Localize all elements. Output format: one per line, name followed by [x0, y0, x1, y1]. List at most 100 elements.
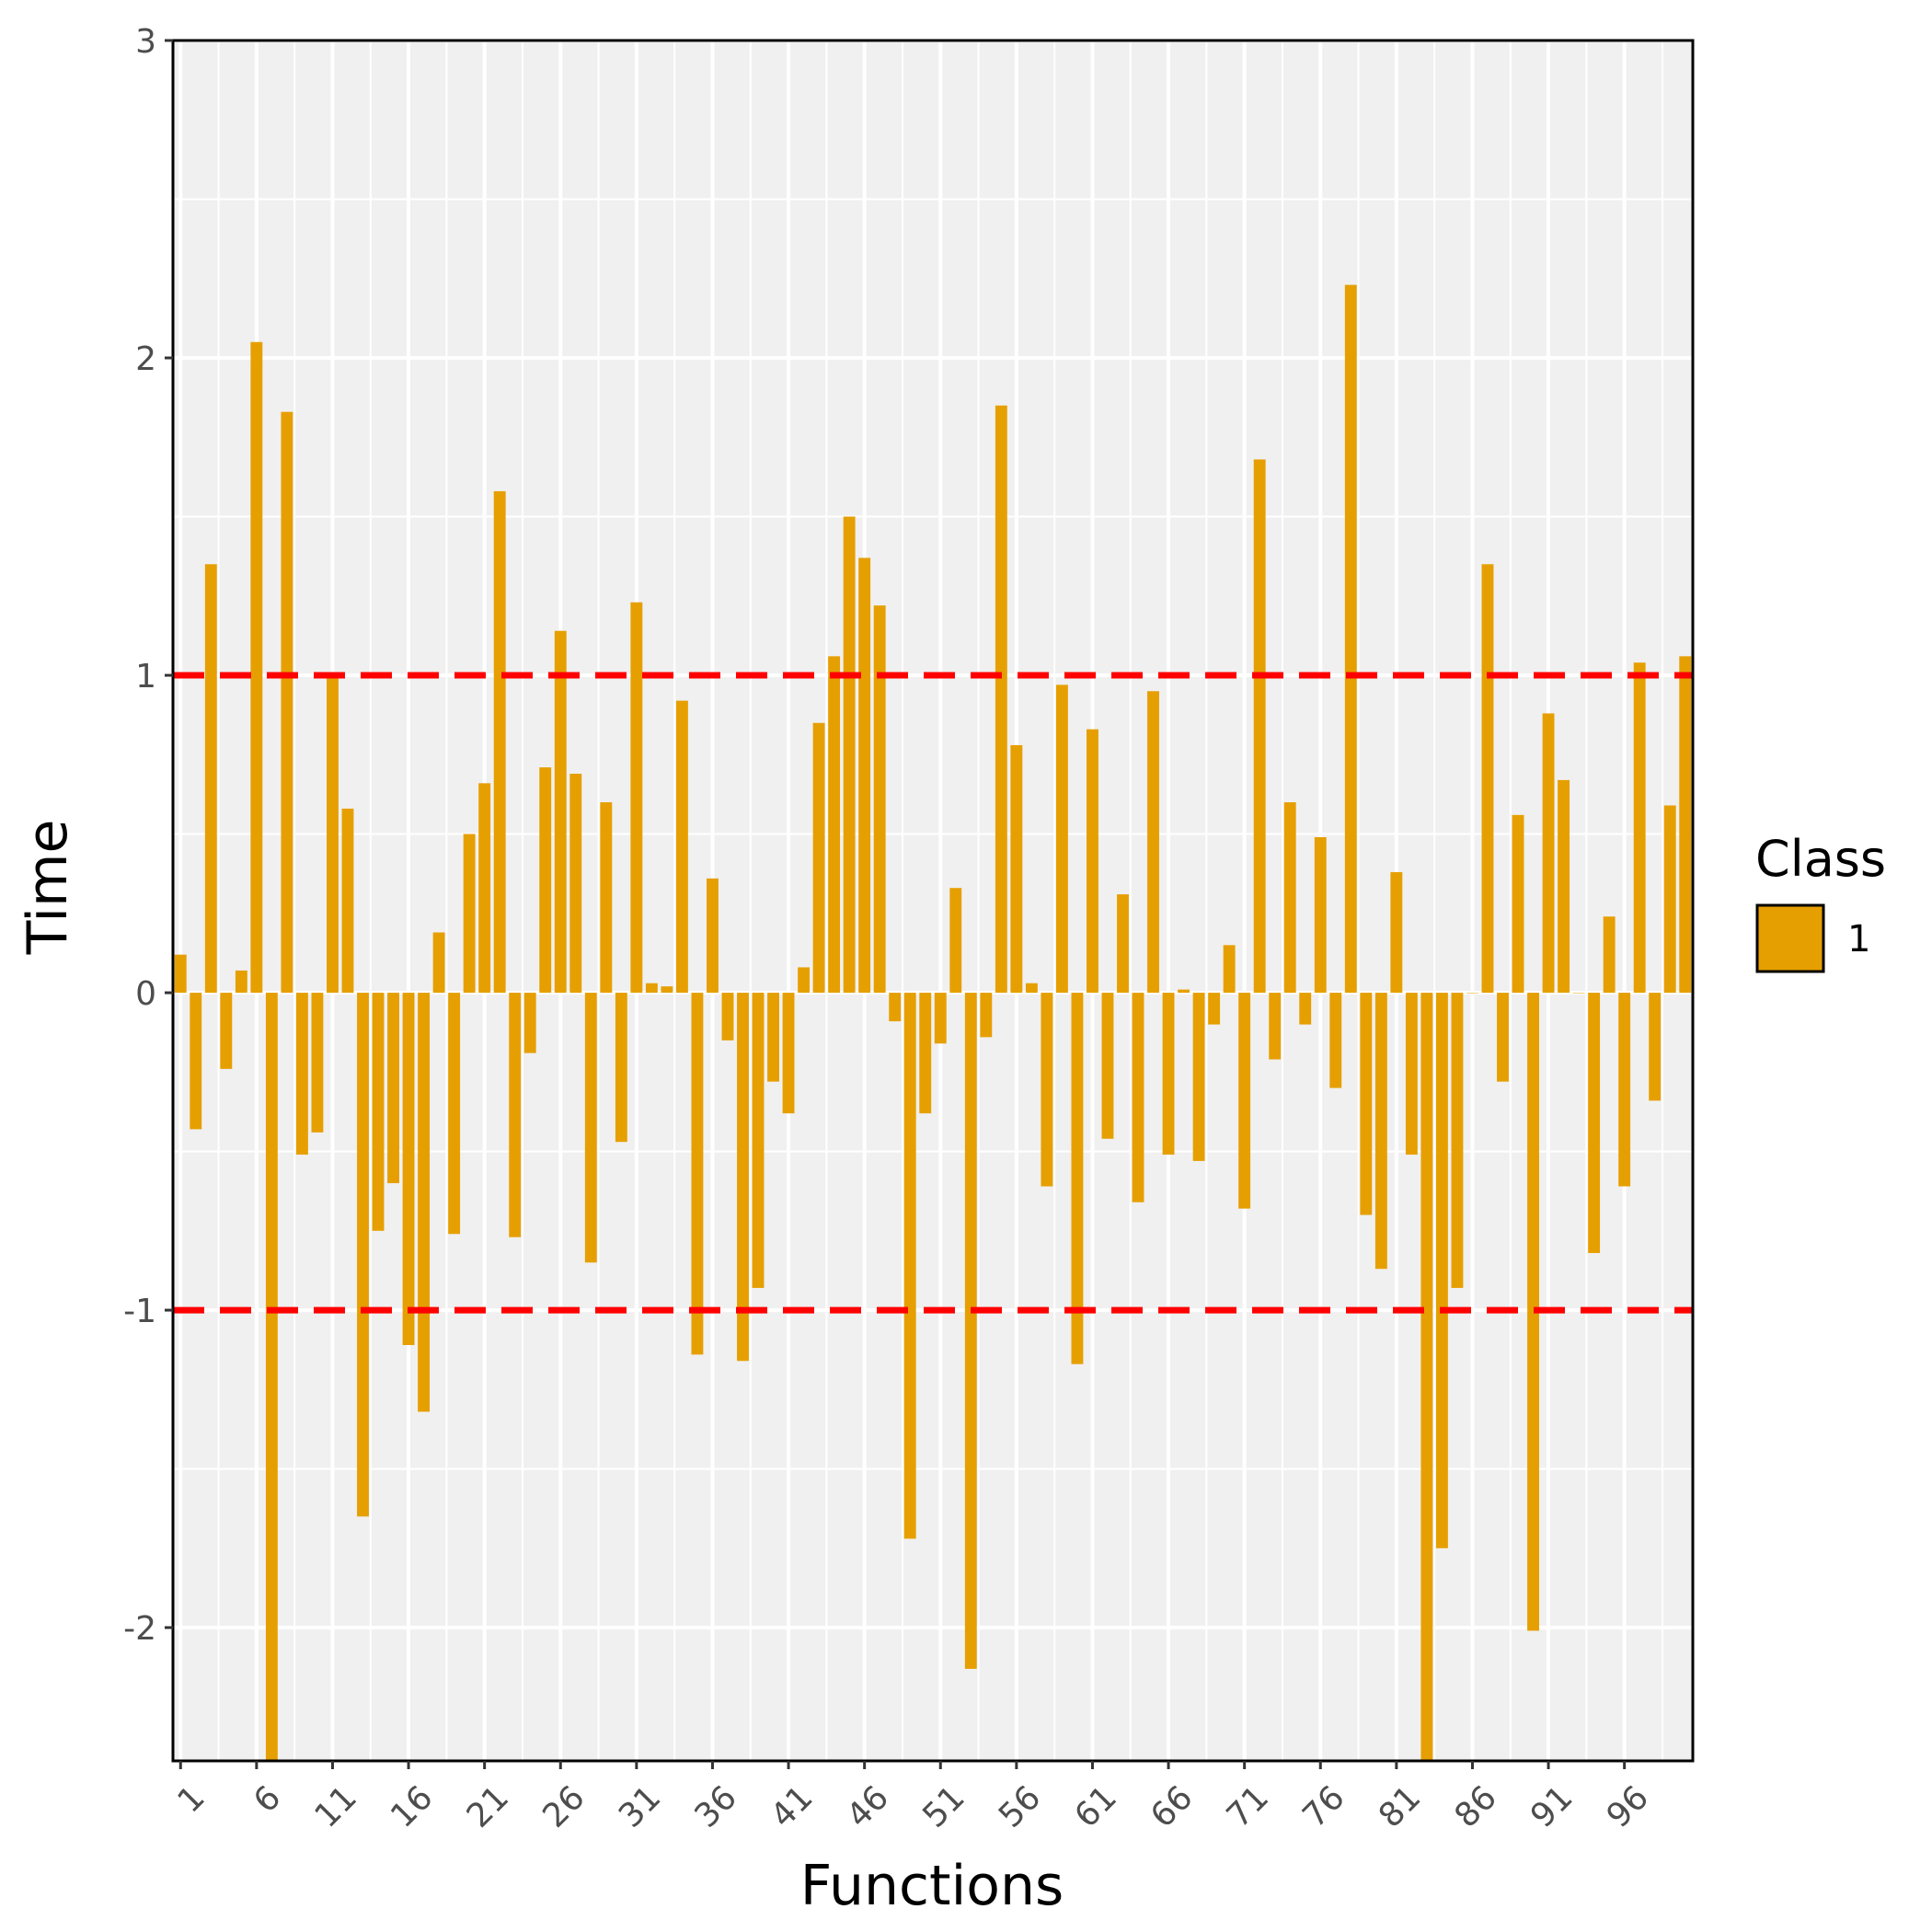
bar — [1497, 993, 1509, 1082]
x-tick-label: 16 — [384, 1778, 440, 1834]
bar — [980, 993, 993, 1038]
legend: Class 1 — [1755, 830, 1886, 973]
y-tick-label: 3 — [135, 23, 156, 61]
bar — [311, 993, 324, 1133]
bar — [432, 932, 445, 994]
bar — [1603, 916, 1616, 994]
bar — [1542, 713, 1555, 994]
bar — [1147, 691, 1159, 994]
bar — [828, 656, 841, 994]
bar — [463, 834, 476, 994]
x-tick-label: 51 — [915, 1778, 972, 1834]
bar — [630, 602, 643, 994]
y-tick-label: 0 — [135, 975, 156, 1013]
bar — [1101, 993, 1114, 1139]
bar — [1329, 993, 1342, 1088]
bar — [1238, 993, 1251, 1209]
bar — [174, 954, 187, 994]
x-axis: 1 6 11 16 21 26 31 36 41 46 51 56 61 66 71 76 81 86 91 96 — [171, 1761, 1656, 1835]
bar — [1269, 993, 1282, 1060]
bars — [174, 284, 1692, 1761]
bar — [1025, 983, 1038, 994]
bar — [478, 783, 491, 994]
x-tick-label: 31 — [612, 1778, 668, 1834]
bar — [493, 490, 506, 994]
bar — [341, 808, 354, 994]
legend-label: 1 — [1847, 918, 1870, 960]
x-tick-label: 56 — [992, 1778, 1048, 1834]
bar — [858, 558, 871, 994]
bar — [1572, 993, 1585, 994]
reference-lines — [173, 672, 1693, 1314]
bar — [1360, 993, 1373, 1215]
bar — [1299, 993, 1312, 1025]
bar — [919, 993, 932, 1114]
bar — [1390, 871, 1403, 994]
y-tick-label: -2 — [123, 1610, 156, 1648]
bar — [1588, 993, 1601, 1253]
bar — [1374, 993, 1387, 1270]
x-tick-label: 41 — [764, 1778, 820, 1834]
bar — [204, 564, 217, 994]
grid-minor — [173, 40, 1693, 1761]
bar — [1314, 836, 1327, 994]
bar — [798, 967, 811, 994]
x-tick-label: 86 — [1448, 1778, 1504, 1834]
bar — [1117, 894, 1129, 994]
bar — [1162, 993, 1175, 1156]
bar — [1420, 993, 1433, 1761]
bar — [1633, 662, 1646, 994]
plot-border — [171, 39, 1695, 1763]
x-axis-title: Functions — [800, 1854, 1064, 1918]
bar — [1618, 993, 1631, 1187]
bar — [1223, 945, 1236, 994]
bar — [509, 993, 522, 1237]
legend-title: Class — [1755, 830, 1886, 888]
bar — [752, 993, 765, 1288]
bar — [1178, 989, 1190, 994]
bar — [873, 605, 886, 994]
bar — [964, 993, 977, 1669]
bar — [1466, 993, 1478, 994]
bar — [448, 993, 461, 1235]
bar — [903, 993, 916, 1539]
x-tick-label: 91 — [1524, 1778, 1580, 1834]
bar — [1435, 993, 1448, 1548]
x-tick-label: 71 — [1220, 1778, 1276, 1834]
bar — [812, 722, 825, 994]
y-axis: -2 -1 0 1 2 3 — [123, 23, 173, 1648]
x-tick-label: 11 — [308, 1778, 364, 1834]
bar — [782, 993, 795, 1114]
bar — [707, 878, 719, 994]
bar — [691, 993, 704, 1355]
bar — [295, 993, 308, 1156]
bar — [1344, 284, 1357, 994]
x-tick-label: 1 — [171, 1778, 213, 1820]
bar — [615, 993, 627, 1143]
bar — [1253, 459, 1266, 994]
bar — [1055, 684, 1068, 994]
bar — [675, 700, 688, 994]
bar — [1192, 993, 1205, 1161]
x-tick-label: 61 — [1068, 1778, 1124, 1834]
bar — [357, 993, 369, 1517]
bar — [1512, 814, 1524, 994]
bar — [1527, 993, 1539, 1631]
bar — [889, 993, 902, 1022]
bar — [1071, 993, 1084, 1364]
legend-key-swatch — [1755, 903, 1825, 973]
bar — [372, 993, 385, 1231]
bar — [539, 767, 552, 994]
x-tick-label: 6 — [247, 1778, 288, 1820]
bar — [995, 405, 1007, 994]
bar — [1208, 993, 1221, 1025]
y-tick-label: 1 — [135, 658, 156, 696]
bar — [661, 986, 673, 994]
x-tick-label: 96 — [1600, 1778, 1656, 1834]
bar — [1649, 993, 1662, 1101]
bar — [843, 516, 856, 994]
bar — [584, 993, 597, 1263]
bar — [265, 993, 278, 1761]
x-tick-label: 81 — [1372, 1778, 1428, 1834]
